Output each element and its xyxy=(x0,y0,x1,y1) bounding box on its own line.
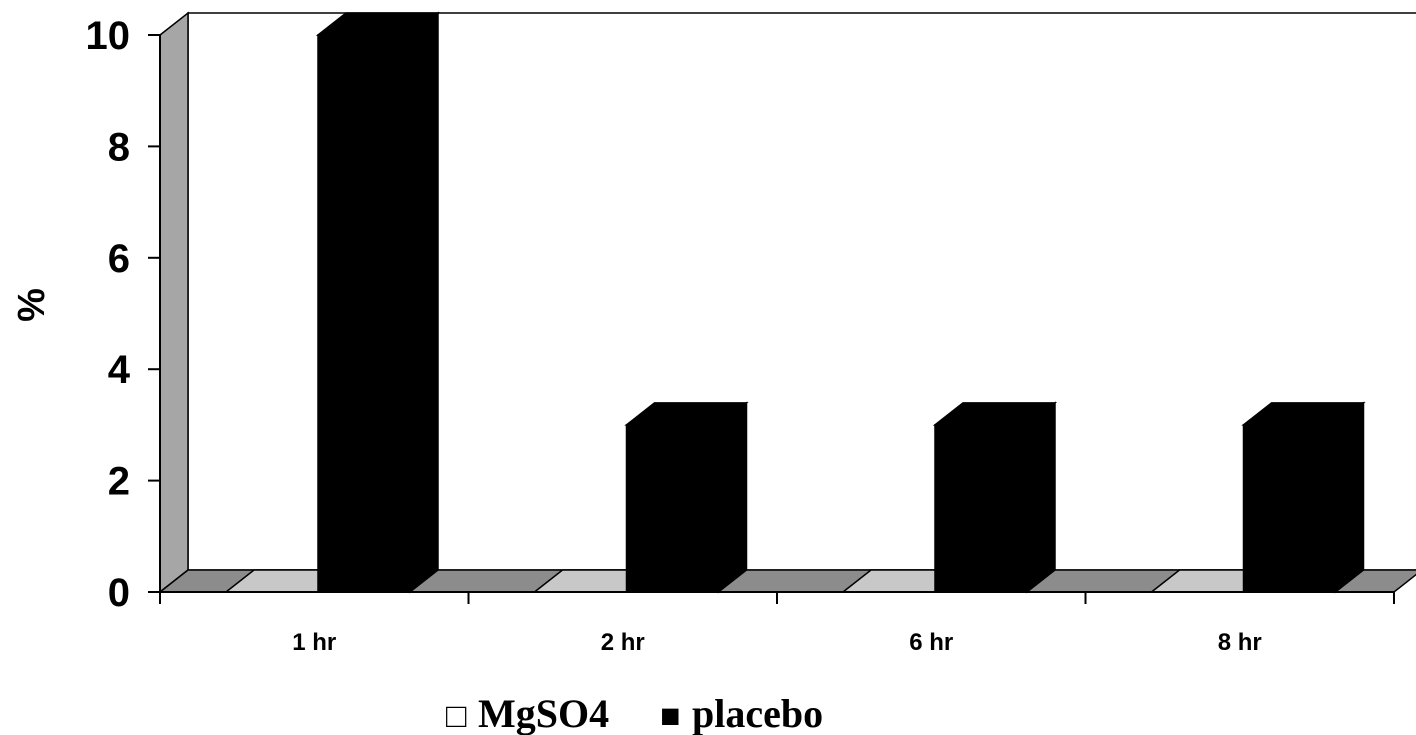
bar-placebo-1hr xyxy=(315,11,441,594)
y-tick-label: 8 xyxy=(108,125,130,169)
bar-placebo-6hr xyxy=(932,401,1058,594)
x-tick-label: 1 hr xyxy=(292,629,336,656)
legend-marker-placebo: ■ xyxy=(660,698,681,735)
legend-label-mgso4: MgSO4 xyxy=(478,691,609,735)
x-tick-label: 2 hr xyxy=(601,629,645,656)
chart-walls xyxy=(159,11,1416,594)
y-tick-label: 10 xyxy=(86,14,131,58)
y-tick-label: 6 xyxy=(108,237,130,281)
x-tick-label: 6 hr xyxy=(909,629,953,656)
y-tick-label: 4 xyxy=(108,348,131,392)
axes: 0 2 4 6 8 10 1 hr 2 hr 6 hr 8 hr xyxy=(86,14,1395,656)
y-axis-label: % xyxy=(11,288,53,322)
legend-label-placebo: placebo xyxy=(692,691,823,735)
bar-group xyxy=(223,11,1366,594)
legend-marker-mgso4: □ xyxy=(446,698,467,735)
side-wall xyxy=(159,11,189,594)
y-tick-label: 0 xyxy=(108,571,130,615)
bar-placebo-8hr xyxy=(1241,401,1366,594)
y-tick-label: 2 xyxy=(108,460,130,504)
bar-placebo-2hr xyxy=(624,401,749,594)
legend: □ MgSO4 ■ placebo xyxy=(446,691,823,735)
x-tick-label: 8 hr xyxy=(1218,629,1262,656)
